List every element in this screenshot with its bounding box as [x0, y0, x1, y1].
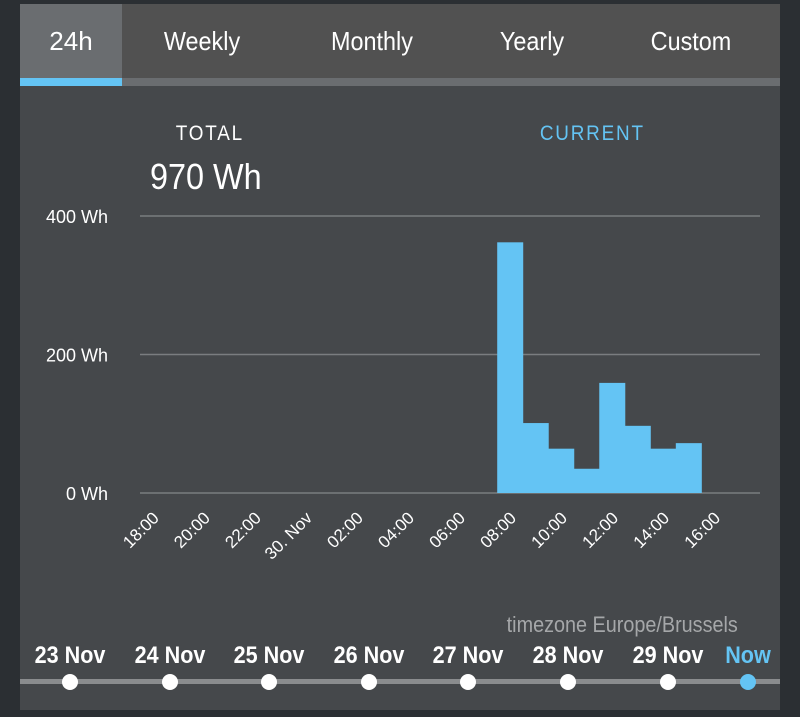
bar-14:00[interactable]	[650, 448, 677, 493]
bar-08:00[interactable]	[497, 242, 524, 493]
x-tick-label: 16:00	[681, 508, 725, 552]
bar-13:00[interactable]	[624, 425, 651, 493]
total-label: TOTAL	[175, 122, 244, 145]
y-tick-label: 400 Wh	[46, 207, 108, 227]
period-tabs: 24h Weekly Monthly Yearly Custom	[20, 4, 780, 78]
x-tick-label: 04:00	[374, 508, 418, 552]
x-tick-label: 14:00	[630, 508, 674, 552]
timeline-dot[interactable]	[162, 674, 178, 690]
energy-panel: 24h Weekly Monthly Yearly Custom TOTAL C…	[20, 4, 780, 710]
day-label-24-nov[interactable]: 24 Nov	[134, 642, 206, 669]
x-tick-label: 12:00	[579, 508, 623, 552]
timezone-label: timezone Europe/Brussels	[506, 612, 738, 637]
x-tick-label: 02:00	[323, 508, 367, 552]
y-tick-label: 0 Wh	[66, 484, 108, 504]
total-value: 970 Wh	[150, 156, 262, 197]
current-label[interactable]: CURRENT	[539, 122, 645, 145]
x-tick-label: 08:00	[477, 508, 521, 552]
timeline-dot[interactable]	[460, 674, 476, 690]
timeline-dot[interactable]	[62, 674, 78, 690]
x-tick-label: 22:00	[221, 508, 265, 552]
day-label-29-nov[interactable]: 29 Nov	[632, 642, 704, 669]
x-tick-label: 18:00	[119, 508, 163, 552]
bar-10:00[interactable]	[548, 448, 575, 493]
timeline-dot[interactable]	[560, 674, 576, 690]
timeline-dot[interactable]	[261, 674, 277, 690]
bar-12:00[interactable]	[599, 382, 626, 493]
tab-weekly[interactable]: Weekly	[163, 25, 241, 56]
x-tick-label: 30. Nov	[261, 508, 316, 563]
active-tab-indicator	[20, 78, 122, 86]
timeline-dot[interactable]	[660, 674, 676, 690]
day-label-26-nov[interactable]: 26 Nov	[333, 642, 405, 669]
day-label-23-nov[interactable]: 23 Nov	[34, 642, 106, 669]
tab-yearly[interactable]: Yearly	[499, 25, 565, 56]
timeline-dot[interactable]	[740, 674, 756, 690]
x-tick-label: 20:00	[170, 508, 214, 552]
day-label-25-nov[interactable]: 25 Nov	[233, 642, 305, 669]
day-label-28-nov[interactable]: 28 Nov	[532, 642, 604, 669]
y-tick-label: 200 Wh	[46, 346, 108, 366]
day-label-now[interactable]: Now	[725, 642, 771, 669]
x-tick-label: 10:00	[528, 508, 572, 552]
timeline-track	[20, 679, 780, 684]
tab-custom[interactable]: Custom	[650, 25, 732, 56]
bar-15:00[interactable]	[675, 443, 702, 493]
tab-24h[interactable]: 24h	[20, 4, 122, 78]
tab-monthly[interactable]: Monthly	[331, 25, 413, 56]
day-label-27-nov[interactable]: 27 Nov	[432, 642, 504, 669]
timeline-dot[interactable]	[361, 674, 377, 690]
x-tick-label: 06:00	[425, 508, 469, 552]
bar-11:00[interactable]	[573, 468, 600, 493]
bar-09:00[interactable]	[522, 423, 549, 493]
tab-indicator-track	[20, 78, 780, 86]
